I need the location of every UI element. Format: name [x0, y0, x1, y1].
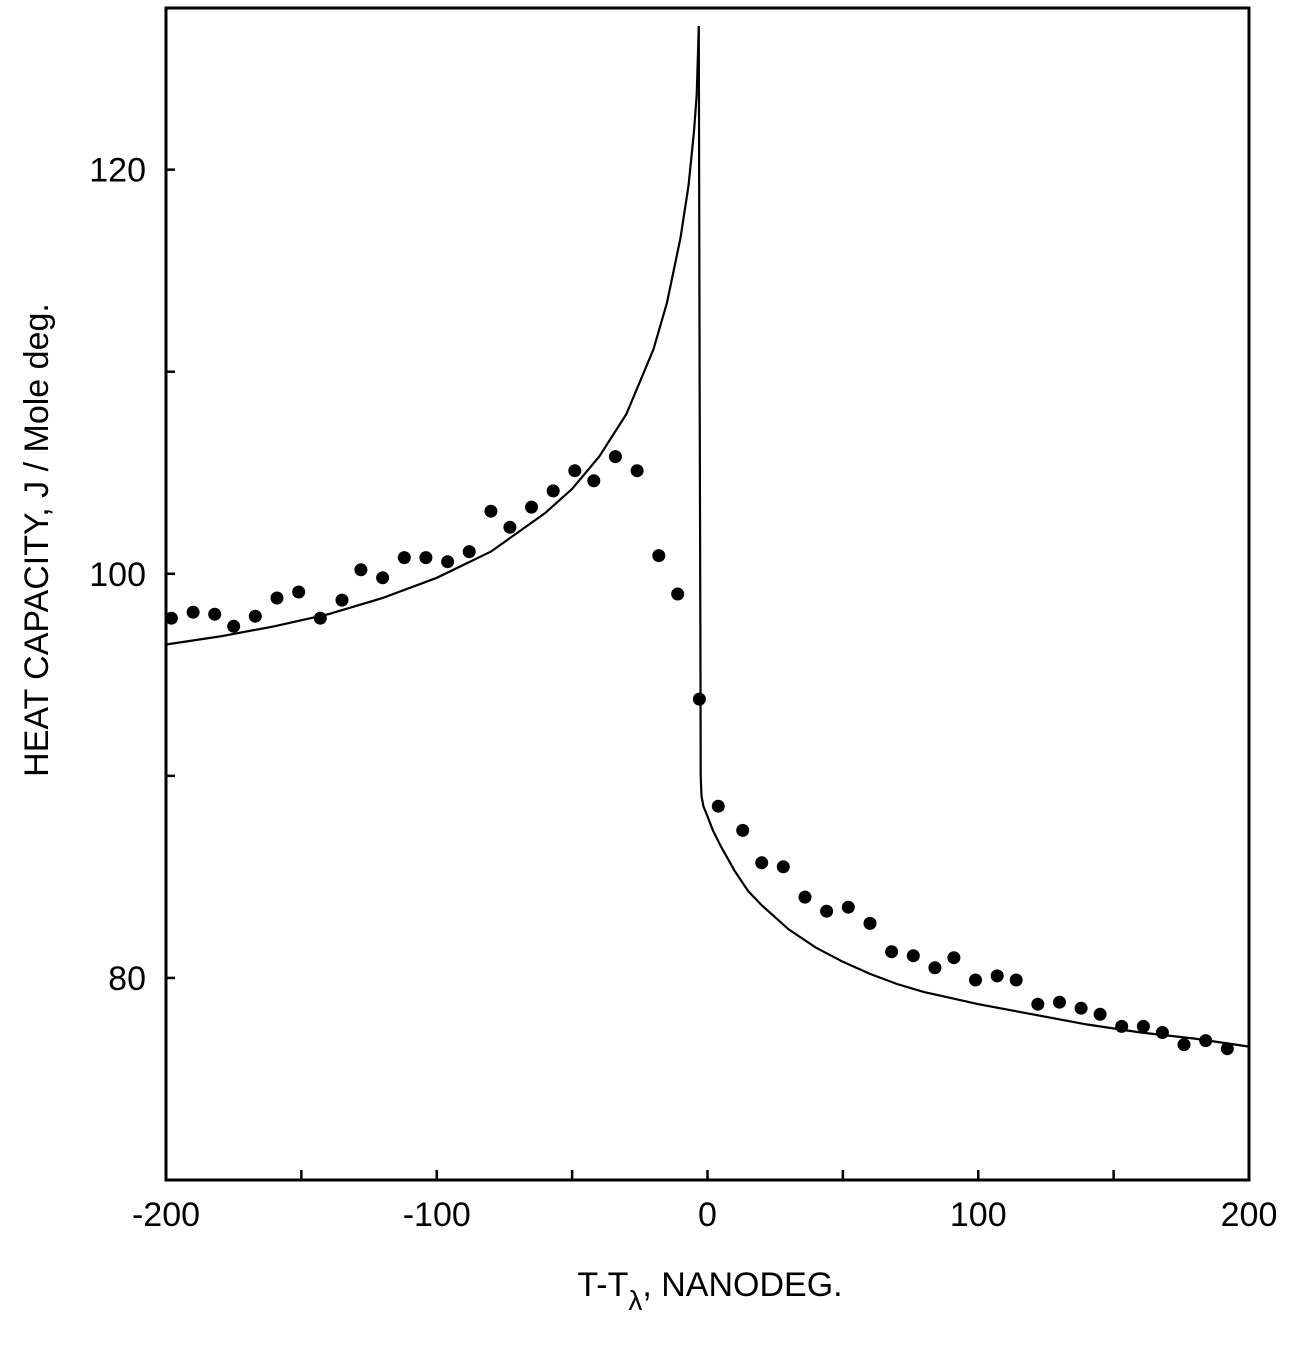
data-point [798, 890, 812, 904]
data-point [885, 945, 899, 959]
data-point [397, 551, 411, 565]
y-tick-label: 100 [89, 556, 146, 594]
data-point [1199, 1034, 1213, 1048]
data-point [1115, 1019, 1129, 1033]
x-axis-ticks: -200 -100 0 100 200 [132, 1170, 1277, 1234]
data-point [164, 611, 178, 625]
data-points-layer [164, 450, 1234, 1056]
data-point [947, 951, 961, 965]
data-point [863, 916, 877, 930]
data-point [376, 571, 390, 585]
x-tick-label: 100 [950, 1196, 1007, 1234]
x-axis-title-main: T-T [577, 1266, 628, 1304]
plot-frame [164, 6, 1251, 1182]
data-point [525, 500, 538, 514]
x-tick-label: -100 [403, 1196, 471, 1234]
data-point [292, 585, 306, 599]
data-point [776, 860, 790, 874]
data-point [484, 504, 498, 518]
data-point [1220, 1042, 1234, 1056]
fit-curve-layer [165, 26, 1250, 1048]
data-point [313, 611, 327, 625]
data-point [841, 900, 855, 914]
x-axis-title-subscript: λ [628, 1285, 642, 1316]
data-point [208, 607, 222, 621]
data-point [462, 545, 476, 559]
x-axis-title-suffix: , NANODEG. [642, 1266, 842, 1304]
data-point [354, 563, 368, 577]
data-point [1177, 1038, 1191, 1052]
data-point [441, 555, 455, 569]
data-point [1155, 1026, 1169, 1039]
data-point [1053, 995, 1066, 1009]
data-point [652, 549, 666, 563]
data-point [969, 973, 982, 987]
y-axis-ticks: 80 100 120 [89, 152, 175, 998]
data-point [630, 464, 644, 478]
data-point [1009, 973, 1023, 987]
data-point [248, 609, 262, 623]
data-point [587, 474, 601, 488]
data-point [227, 619, 241, 633]
data-point [990, 969, 1004, 983]
data-point [711, 799, 725, 813]
fit-curve-below [165, 26, 700, 646]
y-tick-label: 80 [108, 960, 146, 998]
data-point [335, 593, 349, 607]
data-point [270, 591, 284, 605]
y-tick-label: 120 [89, 152, 146, 190]
data-point [546, 484, 560, 498]
data-point [820, 904, 834, 918]
data-point [419, 551, 433, 565]
x-axis-title: T-Tλ, NANODEG. [577, 1266, 842, 1316]
data-point [755, 856, 769, 870]
data-point [568, 464, 582, 478]
data-point [1136, 1019, 1150, 1033]
data-point [906, 949, 920, 963]
x-tick-label: 200 [1221, 1196, 1278, 1234]
data-point [1093, 1007, 1107, 1021]
y-axis-title: HEAT CAPACITY, J / Mole deg. [18, 303, 56, 777]
data-point [1031, 997, 1045, 1011]
data-point [671, 587, 685, 601]
data-point [692, 692, 706, 706]
data-point [503, 520, 517, 534]
x-tick-label: 0 [698, 1196, 717, 1234]
data-point [928, 961, 942, 975]
data-point [1074, 1001, 1088, 1015]
data-point [736, 823, 750, 837]
data-point [608, 450, 622, 464]
data-point [186, 605, 200, 619]
x-tick-label: -200 [132, 1196, 200, 1234]
fit-curve-above [697, 26, 1250, 1048]
